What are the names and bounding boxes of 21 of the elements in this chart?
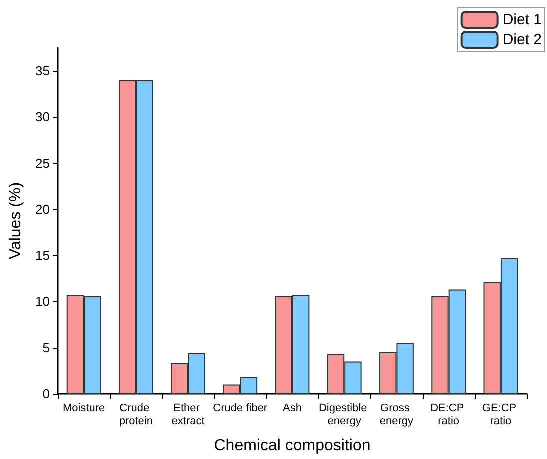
y-tick-label: 35 [36,64,50,79]
y-tick-label: 10 [36,294,50,310]
y-tick-label: 15 [36,248,50,264]
x-axis-title: Chemical composition [214,438,371,454]
y-axis-title: Values (%) [8,182,24,260]
x-tick-label: Crude protein [119,402,153,428]
x-tick-label: GE:CP ratio [482,402,520,428]
x-tick-label: Crude fiber [213,402,268,414]
x-tick-label: Ash [283,402,302,414]
legend-label: Diet 2 [502,32,542,48]
x-tick-label: Moisture [62,402,106,414]
x-tick-label: Digestible energy [318,402,370,428]
y-tick-label: 25 [36,156,50,171]
y-tick-label: 5 [42,340,50,356]
x-tick-label: DE:CP ratio [430,402,468,428]
legend-label: Diet 1 [502,12,542,28]
x-tick-label: Gross energy [380,402,414,428]
x-tick-label: Ether extract [172,402,205,428]
y-tick-label: 30 [36,110,50,125]
y-tick-label: 0 [42,386,50,402]
y-tick-label: 20 [36,202,50,217]
